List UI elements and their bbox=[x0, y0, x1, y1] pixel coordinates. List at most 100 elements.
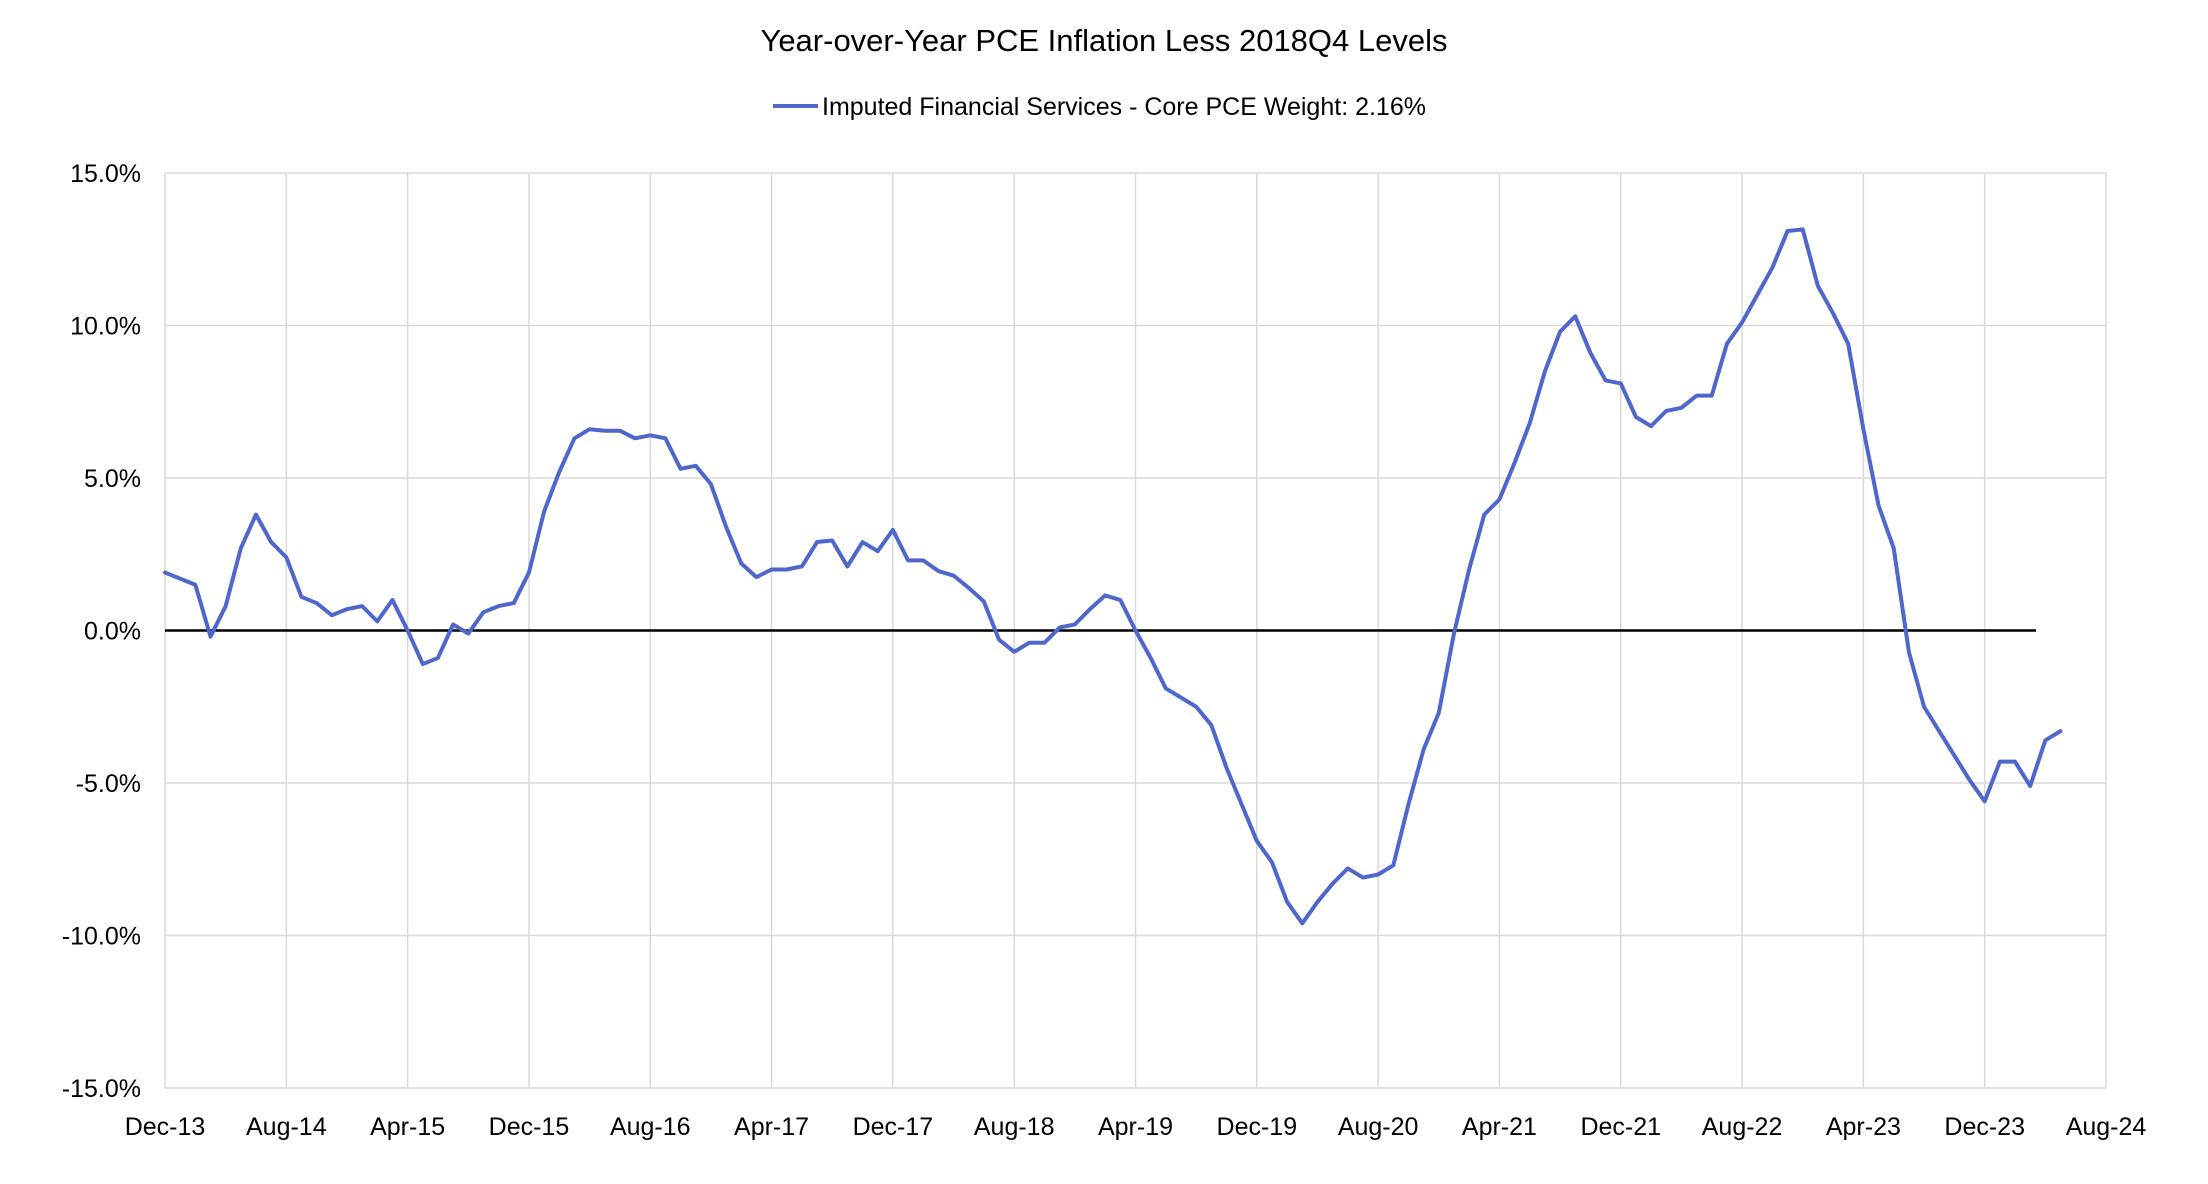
data-point bbox=[1649, 424, 1653, 428]
data-point bbox=[1831, 311, 1835, 315]
data-point bbox=[1755, 293, 1759, 297]
data-point bbox=[1422, 747, 1426, 751]
y-tick-label: 10.0% bbox=[70, 313, 141, 341]
data-point bbox=[193, 583, 197, 587]
data-point bbox=[1346, 866, 1350, 870]
data-point bbox=[1725, 342, 1729, 346]
data-point bbox=[315, 601, 319, 605]
data-point bbox=[709, 482, 713, 486]
data-point bbox=[254, 513, 258, 517]
data-point bbox=[1679, 406, 1683, 410]
data-point bbox=[663, 436, 667, 440]
data-point bbox=[1573, 314, 1577, 318]
data-point bbox=[876, 549, 880, 553]
data-point bbox=[1270, 860, 1274, 864]
data-point bbox=[1073, 622, 1077, 626]
data-point bbox=[1088, 607, 1092, 611]
data-point bbox=[1027, 641, 1031, 645]
data-point bbox=[178, 577, 182, 581]
data-point bbox=[1877, 503, 1881, 507]
x-tick-label: Aug-14 bbox=[246, 1113, 327, 1141]
data-point bbox=[603, 429, 607, 433]
data-point bbox=[739, 561, 743, 565]
data-point bbox=[1482, 513, 1486, 517]
y-tick-label: 15.0% bbox=[70, 160, 141, 188]
data-point bbox=[451, 622, 455, 626]
data-point bbox=[1558, 330, 1562, 334]
data-point bbox=[1164, 686, 1168, 690]
data-point bbox=[770, 568, 774, 572]
data-point bbox=[618, 429, 622, 433]
x-axis-tick-labels: Dec-13 Aug-14 Apr-15 Dec-15 Aug-16 Apr-17 Dec-… bbox=[125, 1113, 2147, 1141]
series-line-imputed-financial-services bbox=[163, 227, 2063, 926]
data-point bbox=[1194, 705, 1198, 709]
data-point bbox=[1315, 900, 1319, 904]
data-point bbox=[1695, 394, 1699, 398]
data-point bbox=[1588, 351, 1592, 355]
x-tick-label: Dec-21 bbox=[1580, 1113, 1661, 1141]
data-point bbox=[1907, 650, 1911, 654]
data-point bbox=[1952, 754, 1956, 758]
data-point bbox=[481, 610, 485, 614]
x-tick-label: Dec-23 bbox=[1944, 1113, 2025, 1141]
y-tick-label: -10.0% bbox=[62, 923, 141, 951]
data-point bbox=[299, 595, 303, 599]
data-point bbox=[1528, 421, 1532, 425]
data-point bbox=[2043, 738, 2047, 742]
data-point bbox=[724, 525, 728, 529]
data-point bbox=[845, 564, 849, 568]
x-tick-label: Dec-15 bbox=[489, 1113, 570, 1141]
data-point bbox=[633, 436, 637, 440]
data-point bbox=[1331, 882, 1335, 886]
data-point bbox=[1058, 625, 1062, 629]
data-point bbox=[1497, 497, 1501, 501]
data-point bbox=[679, 467, 683, 471]
data-point bbox=[1710, 394, 1714, 398]
chart-title: Year-over-Year PCE Inflation Less 2018Q4… bbox=[760, 23, 1447, 58]
data-point bbox=[512, 601, 516, 605]
data-point bbox=[360, 604, 364, 608]
data-point bbox=[891, 528, 895, 532]
x-tick-label: Aug-22 bbox=[1702, 1113, 1783, 1141]
data-point bbox=[466, 632, 470, 636]
series-layer bbox=[163, 227, 2063, 926]
data-point bbox=[1179, 696, 1183, 700]
data-point bbox=[284, 555, 288, 559]
data-point bbox=[375, 619, 379, 623]
data-point bbox=[1922, 705, 1926, 709]
x-tick-label: Apr-23 bbox=[1826, 1113, 1901, 1141]
data-point bbox=[1634, 415, 1638, 419]
x-tick-label: Aug-16 bbox=[610, 1113, 691, 1141]
data-point bbox=[952, 574, 956, 578]
y-tick-label: 0.0% bbox=[84, 618, 141, 646]
data-point bbox=[1209, 723, 1213, 727]
data-point bbox=[830, 539, 834, 543]
data-point bbox=[1786, 229, 1790, 233]
data-point bbox=[648, 433, 652, 437]
data-point bbox=[588, 427, 592, 431]
data-point bbox=[208, 635, 212, 639]
data-point bbox=[2028, 784, 2032, 788]
x-tick-label: Apr-19 bbox=[1098, 1113, 1173, 1141]
data-point bbox=[1361, 876, 1365, 880]
data-point bbox=[1437, 711, 1441, 715]
y-axis-tick-labels: 15.0% 10.0% 5.0% 0.0% -5.0% -10.0% -15.0% bbox=[62, 160, 141, 1103]
data-point bbox=[239, 546, 243, 550]
data-point bbox=[1376, 873, 1380, 877]
data-point bbox=[921, 558, 925, 562]
data-point bbox=[163, 571, 167, 575]
data-point bbox=[224, 604, 228, 608]
data-point bbox=[1406, 802, 1410, 806]
y-tick-label: -5.0% bbox=[76, 770, 141, 798]
data-point bbox=[421, 662, 425, 666]
data-point bbox=[1861, 427, 1865, 431]
data-point bbox=[1240, 802, 1244, 806]
y-tick-label: 5.0% bbox=[84, 465, 141, 493]
legend-label: Imputed Financial Services - Core PCE We… bbox=[822, 93, 1426, 121]
x-tick-label: Apr-21 bbox=[1462, 1113, 1537, 1141]
data-point bbox=[497, 604, 501, 608]
data-point bbox=[1740, 320, 1744, 324]
data-point bbox=[1149, 656, 1153, 660]
x-tick-label: Aug-20 bbox=[1338, 1113, 1419, 1141]
